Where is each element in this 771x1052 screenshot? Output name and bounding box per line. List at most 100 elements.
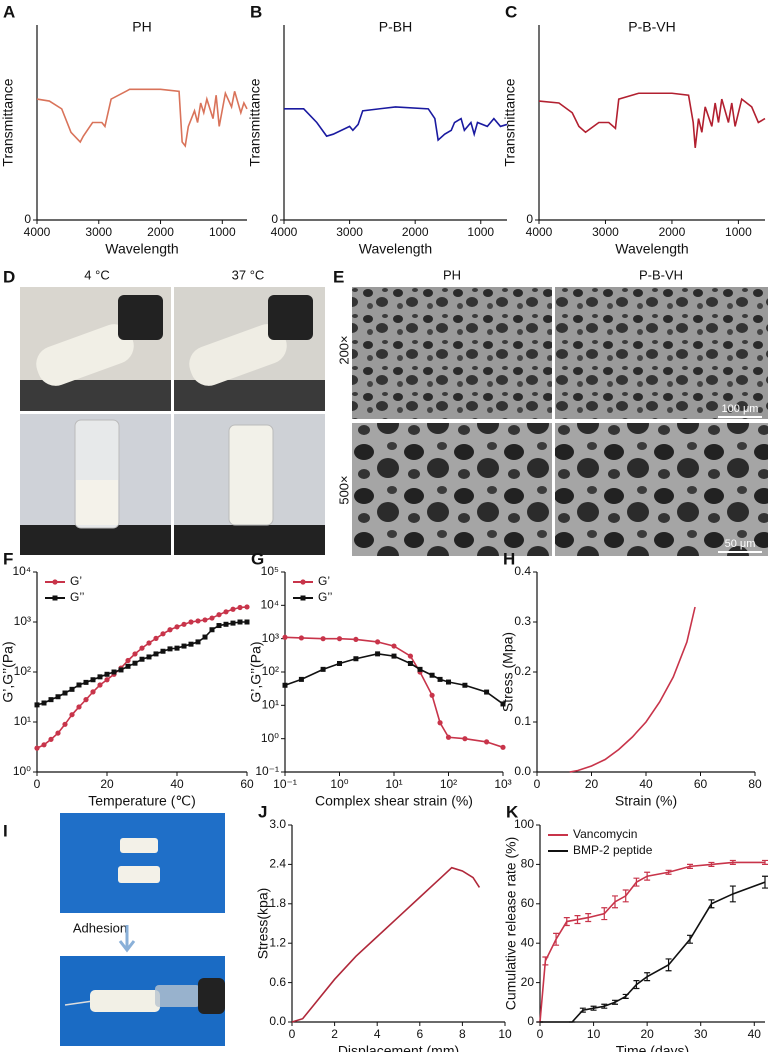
y-tick-label: 10⁰ bbox=[261, 731, 279, 745]
y-tick-label: 10⁴ bbox=[12, 564, 31, 578]
x-axis-label: Wavelength bbox=[105, 241, 178, 257]
y-tick-label: 10² bbox=[14, 664, 31, 678]
chart-title: P-BH bbox=[379, 19, 412, 35]
y-tick-label: 40 bbox=[521, 935, 535, 949]
x-tick-label: 4000 bbox=[271, 225, 298, 239]
data-point bbox=[437, 720, 443, 726]
data-point bbox=[118, 667, 124, 673]
legend-label: Vancomycin bbox=[573, 827, 637, 841]
x-axis-label: Temperature (℃) bbox=[88, 793, 196, 809]
error-bar bbox=[729, 885, 736, 903]
x-tick-label: 40 bbox=[639, 777, 653, 791]
panel-letter: D bbox=[3, 267, 15, 286]
legend-marker bbox=[300, 579, 306, 585]
legend-marker bbox=[52, 579, 58, 585]
panel-letter: J bbox=[258, 802, 267, 821]
data-point bbox=[230, 606, 236, 612]
y-tick-label: 0.0 bbox=[269, 1014, 286, 1028]
axis-line bbox=[538, 25, 765, 221]
x-tick-label: 20 bbox=[585, 777, 599, 791]
data-point bbox=[244, 619, 250, 625]
x-tick-label: 3000 bbox=[592, 225, 619, 239]
error-bar bbox=[729, 859, 736, 865]
y-tick-label: 10¹ bbox=[262, 698, 279, 712]
data-point bbox=[391, 653, 397, 659]
x-tick-label: 3000 bbox=[85, 225, 112, 239]
data-point bbox=[282, 682, 288, 688]
data-point bbox=[320, 636, 326, 642]
panel-letter: G bbox=[251, 549, 264, 568]
data-point bbox=[407, 653, 414, 659]
data-point bbox=[462, 682, 468, 688]
y-axis-label: Cumulative release rate (%) bbox=[503, 837, 519, 1011]
x-tick-label: 4 bbox=[374, 1027, 381, 1041]
data-point bbox=[55, 730, 61, 736]
column-label: PH bbox=[443, 267, 461, 282]
vial-illustration bbox=[20, 295, 325, 555]
error-bar bbox=[762, 859, 768, 865]
data-point bbox=[104, 671, 110, 677]
data-point bbox=[209, 615, 215, 621]
sample bbox=[118, 866, 160, 883]
y-tick-label: 10⁴ bbox=[260, 598, 279, 612]
x-tick-label: 20 bbox=[100, 777, 114, 791]
data-point bbox=[337, 660, 342, 666]
data-point bbox=[48, 736, 54, 742]
x-tick-label: 8 bbox=[459, 1027, 466, 1041]
data-point bbox=[125, 663, 131, 669]
photo-label: 37 °C bbox=[232, 267, 265, 282]
x-tick-label: 3000 bbox=[336, 225, 363, 239]
x-tick-label: 10 bbox=[498, 1027, 512, 1041]
error-bar bbox=[687, 863, 693, 869]
legend-label: G’’ bbox=[70, 590, 84, 604]
error-bar bbox=[708, 899, 715, 909]
sem-image bbox=[352, 423, 552, 556]
y-tick-label: 60 bbox=[521, 896, 535, 910]
data-point bbox=[209, 627, 215, 633]
data-point bbox=[484, 689, 490, 695]
error-bar bbox=[644, 972, 651, 982]
data-point bbox=[195, 618, 201, 624]
legend-label: BMP-2 peptide bbox=[573, 843, 653, 857]
data-point bbox=[97, 682, 103, 688]
data-line bbox=[36, 621, 247, 706]
data-line bbox=[539, 861, 765, 1023]
x-axis-label: Displacement (mm) bbox=[338, 1043, 459, 1052]
panel-letter: E bbox=[333, 267, 344, 286]
data-point bbox=[244, 604, 250, 610]
error-bar bbox=[644, 871, 651, 881]
data-point bbox=[139, 656, 145, 662]
y-axis-label: Transmittance bbox=[247, 78, 263, 166]
data-point bbox=[417, 666, 423, 672]
error-bar bbox=[633, 980, 640, 990]
data-point bbox=[55, 694, 61, 700]
error-bar bbox=[553, 932, 560, 946]
x-tick-label: 10⁰ bbox=[330, 777, 348, 791]
y-tick-label: 1.8 bbox=[269, 896, 286, 910]
data-point bbox=[174, 624, 180, 630]
row-label: 500× bbox=[336, 475, 351, 504]
data-point bbox=[391, 643, 397, 649]
data-point bbox=[437, 676, 443, 682]
data-point bbox=[153, 635, 159, 641]
data-point bbox=[167, 627, 173, 633]
x-axis-label: Complex shear strain (%) bbox=[315, 793, 473, 809]
sem-image bbox=[352, 287, 552, 419]
error-bar bbox=[612, 999, 618, 1005]
data-point bbox=[104, 677, 110, 683]
sample bbox=[120, 838, 158, 853]
data-point bbox=[76, 704, 82, 710]
x-tick-label: 1000 bbox=[467, 225, 494, 239]
error-bar bbox=[585, 913, 592, 923]
y-tick-label: 10⁵ bbox=[261, 564, 279, 578]
data-point bbox=[500, 744, 506, 750]
data-line bbox=[284, 653, 504, 705]
data-point bbox=[174, 645, 180, 651]
data-point bbox=[83, 679, 89, 685]
y-axis-label: Stress(kpa) bbox=[255, 888, 271, 960]
x-tick-label: 4000 bbox=[24, 225, 51, 239]
y-tick-label: 0.0 bbox=[514, 764, 531, 778]
data-point bbox=[320, 666, 326, 672]
data-point bbox=[237, 619, 243, 625]
